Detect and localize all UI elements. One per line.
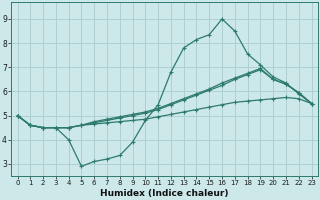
X-axis label: Humidex (Indice chaleur): Humidex (Indice chaleur) (100, 189, 229, 198)
